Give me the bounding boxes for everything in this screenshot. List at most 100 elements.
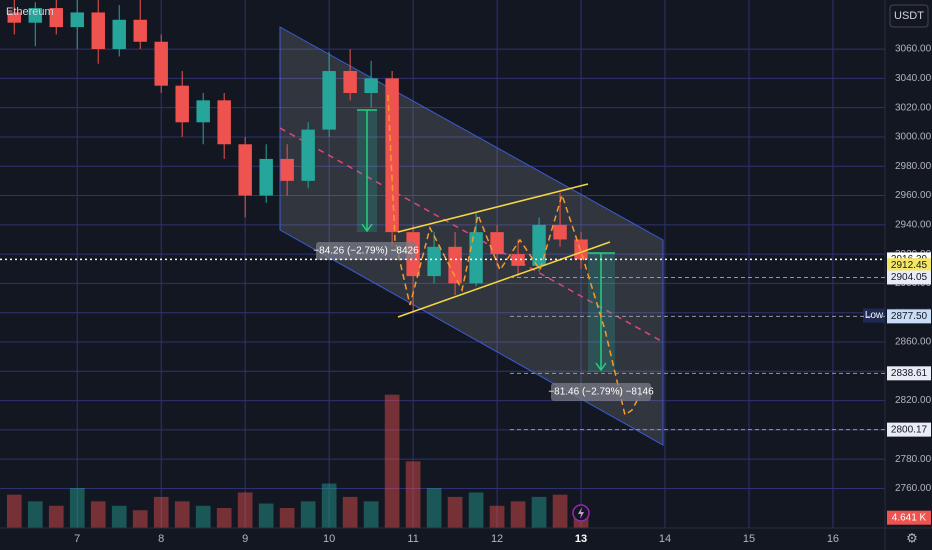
volume-bar <box>468 492 484 528</box>
settings-icon[interactable]: ⚙ <box>906 530 918 545</box>
axes: 2760.002780.002800.002820.002840.002860.… <box>0 44 932 545</box>
candle-body <box>322 71 336 130</box>
y-tick-label: 2940.00 <box>895 219 932 230</box>
volume-bar <box>132 510 148 528</box>
volume-bar <box>573 517 589 528</box>
volume-bar <box>363 501 379 528</box>
y-tick-label: 3040.00 <box>895 73 932 84</box>
volume-bar <box>384 394 400 528</box>
candle-body <box>91 12 105 50</box>
candle-body <box>196 100 210 123</box>
candle-body <box>511 254 525 266</box>
candle-body <box>133 19 147 42</box>
candle-body <box>112 19 126 50</box>
y-tick-label: 2780.00 <box>895 454 932 465</box>
x-tick-label: 16 <box>827 533 839 545</box>
candle-body <box>28 8 42 23</box>
arrow-head <box>595 362 607 372</box>
candle-body <box>343 71 357 94</box>
candles <box>6 0 589 528</box>
price-label: 2912.45 <box>891 260 928 271</box>
volume-bar <box>426 488 442 528</box>
x-tick-label: 11 <box>407 533 418 545</box>
candle-body <box>490 232 504 255</box>
y-tick-label: 2860.00 <box>895 337 932 348</box>
volume-bar <box>174 501 190 528</box>
price-label-box <box>887 422 931 437</box>
volume-bar <box>510 501 526 528</box>
projection-path <box>387 94 641 417</box>
flag-lower <box>397 241 611 318</box>
x-tick-label: 10 <box>323 533 335 545</box>
price-label-box <box>887 270 931 285</box>
candle-body <box>280 158 294 181</box>
price-label: 2877.50 <box>891 311 928 322</box>
x-tick-label: 13 <box>575 533 587 545</box>
volume-bar <box>111 505 127 528</box>
candle-body <box>385 78 399 233</box>
y-tick-label: 2820.00 <box>895 395 932 406</box>
volume-bar <box>300 501 316 528</box>
candle-body <box>175 85 189 123</box>
candle-body <box>469 232 483 284</box>
y-tick-label: 3020.00 <box>895 102 932 113</box>
x-tick-label: 14 <box>659 533 671 545</box>
price-tag-box <box>863 308 885 323</box>
candle-body <box>49 8 63 28</box>
candle-body <box>364 78 378 94</box>
currency: USDT <box>894 10 924 22</box>
price-label: 2904.05 <box>891 272 928 283</box>
volume-bar <box>405 461 421 528</box>
candle-body <box>154 41 168 86</box>
volume-bar <box>489 505 505 528</box>
x-tick-label: 9 <box>242 533 248 545</box>
y-tick-label: 2980.00 <box>895 161 932 172</box>
x-tick-label: 15 <box>743 533 755 545</box>
volume-bar <box>258 503 274 528</box>
price-label: 2838.61 <box>891 368 928 379</box>
currency-box[interactable] <box>889 4 929 28</box>
price-label: 2800.17 <box>891 424 928 435</box>
candle-body <box>532 224 546 266</box>
volume-bar <box>447 496 463 528</box>
volume-bar <box>552 494 568 528</box>
candle-body <box>448 246 462 284</box>
measure-label-box <box>316 242 416 260</box>
y-tick-label: 3060.00 <box>895 44 932 55</box>
volume-bar <box>90 501 106 528</box>
volume-label-box <box>887 510 931 525</box>
symbol-title: Ethereum <box>6 6 54 18</box>
volume-bar <box>342 496 358 528</box>
y-tick-label: 2760.00 <box>895 483 932 494</box>
candle-body <box>217 100 231 145</box>
candle-body <box>301 129 315 181</box>
volume-bar <box>216 508 232 528</box>
volume-bar <box>6 494 22 528</box>
volume-bar <box>48 505 64 528</box>
volume-bar <box>69 488 85 528</box>
candle-body <box>427 246 441 277</box>
measure-label: −81.46 (−2.79%) −8146 <box>548 387 654 398</box>
volume-bar <box>237 492 253 528</box>
channel-midline <box>279 127 664 343</box>
arrow-head <box>361 223 373 233</box>
volume-bar <box>27 501 43 528</box>
x-tick-label: 7 <box>74 533 80 545</box>
volume-bar <box>153 496 169 528</box>
volume-label: 4.641 K <box>892 512 927 523</box>
measure-label-box <box>551 383 651 401</box>
x-tick-label: 12 <box>491 533 503 545</box>
y-tick-label: 2960.00 <box>895 190 932 201</box>
price-tag: Low <box>865 310 884 321</box>
volume-bar <box>195 505 211 528</box>
volume-bar <box>531 496 547 528</box>
x-tick-label: 8 <box>158 533 164 545</box>
flag-upper <box>397 183 589 233</box>
price-label-box <box>887 258 931 273</box>
candle-body <box>259 158 273 196</box>
candle-body <box>7 12 21 23</box>
candle-body <box>574 239 588 260</box>
